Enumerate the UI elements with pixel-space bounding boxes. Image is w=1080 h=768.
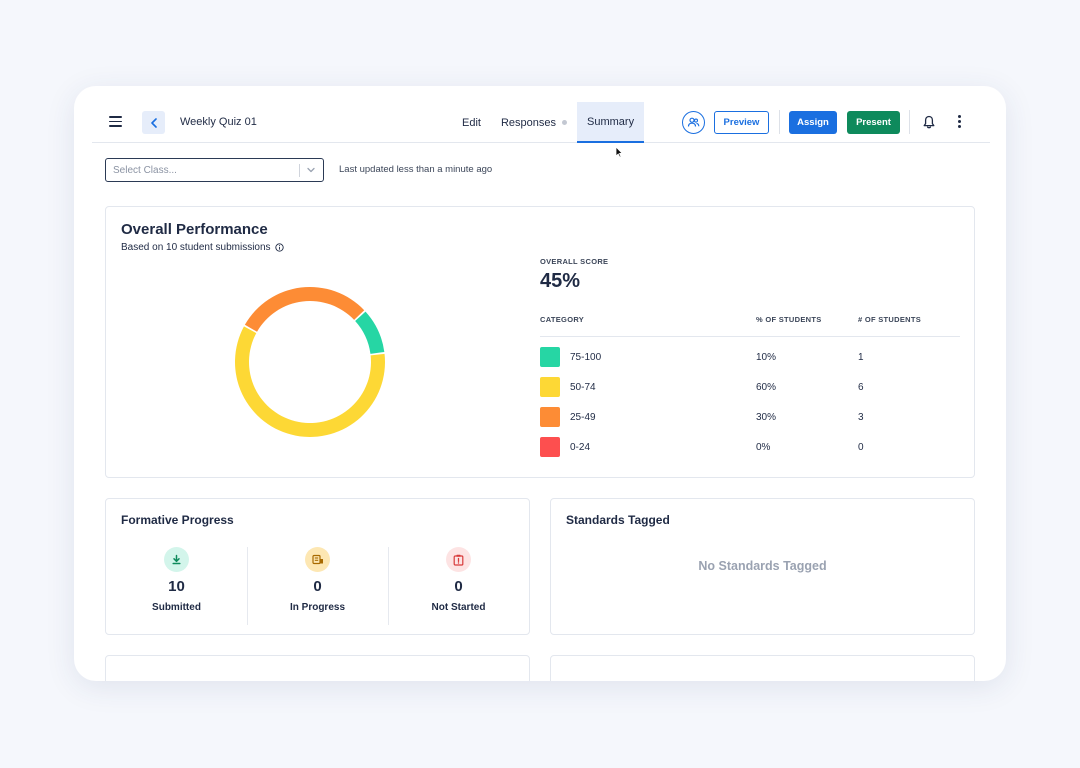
category-label: 75-100 — [570, 352, 602, 363]
category-count: 3 — [858, 412, 864, 423]
score-donut-chart — [235, 287, 385, 437]
chevron-left-icon — [150, 117, 157, 128]
people-button[interactable] — [682, 111, 705, 134]
top-bar: Weekly Quiz 01 Edit Responses Summary Pr… — [92, 102, 990, 158]
donut-slice-75-100 — [355, 311, 385, 354]
standards-tagged-card: Standards Tagged No Standards Tagged — [550, 498, 975, 635]
category-pct: 0% — [756, 442, 771, 453]
present-button[interactable]: Present — [847, 111, 900, 134]
select-class-placeholder: Select Class... — [113, 165, 177, 176]
back-button[interactable] — [142, 111, 165, 134]
hamburger-menu-icon[interactable] — [109, 116, 122, 127]
category-row: 75-100 10% 1 — [540, 347, 960, 367]
tab-bar: Edit Responses Summary — [452, 102, 645, 143]
category-pct: 60% — [756, 382, 777, 393]
no-standards-message: No Standards Tagged — [698, 559, 827, 573]
stat-divider — [247, 547, 248, 625]
clipboard-list-icon — [305, 547, 330, 572]
stat-not-started: 0 Not Started — [388, 544, 529, 624]
standards-tagged-title: Standards Tagged — [566, 513, 670, 527]
column-header-pct-students: % OF STUDENTS — [756, 315, 822, 324]
kebab-menu-icon[interactable] — [958, 115, 962, 130]
category-row: 50-74 60% 6 — [540, 377, 960, 397]
stat-in-progress: 0 In Progress — [247, 544, 388, 624]
stat-submitted: 10 Submitted — [106, 544, 247, 624]
tab-summary[interactable]: Summary — [577, 102, 645, 143]
donut-slice-25-49 — [244, 287, 365, 332]
next-card-peek — [550, 655, 975, 681]
tab-edit-label: Edit — [462, 116, 481, 129]
overall-score-label: OVERALL SCORE — [540, 257, 609, 266]
category-count: 6 — [858, 382, 864, 393]
alert-clipboard-icon — [446, 547, 471, 572]
stat-value: 0 — [454, 578, 463, 595]
download-icon — [164, 547, 189, 572]
category-count: 1 — [858, 352, 864, 363]
category-pct: 10% — [756, 352, 777, 363]
overall-performance-title: Overall Performance — [121, 221, 268, 238]
header-divider — [779, 110, 780, 134]
formative-progress-card: Formative Progress 10 Submitted 0 In Pro… — [105, 498, 530, 635]
category-swatch — [540, 407, 560, 427]
stat-label: Not Started — [431, 602, 486, 613]
stat-value: 0 — [313, 578, 322, 595]
status-dot — [562, 120, 568, 125]
category-row: 25-49 30% 3 — [540, 407, 960, 427]
category-label: 0-24 — [570, 442, 591, 453]
next-card-peek — [105, 655, 530, 681]
category-label: 50-74 — [570, 382, 596, 393]
chevron-down-icon — [307, 167, 315, 173]
info-icon[interactable] — [274, 243, 284, 252]
app-window: Weekly Quiz 01 Edit Responses Summary Pr… — [74, 86, 1006, 681]
overall-performance-subtitle: Based on 10 student submissions — [121, 242, 284, 253]
last-updated-text: Last updated less than a minute ago — [339, 164, 493, 175]
select-divider — [299, 164, 300, 177]
tab-summary-label: Summary — [587, 115, 635, 128]
category-count: 0 — [858, 442, 864, 453]
table-header-rule — [540, 336, 960, 337]
category-swatch — [540, 437, 560, 457]
stat-label: In Progress — [289, 602, 346, 613]
select-class-dropdown[interactable]: Select Class... — [105, 158, 324, 182]
stat-label: Submitted — [152, 602, 201, 613]
donut-slice-50-74 — [235, 326, 385, 437]
tab-responses-label: Responses — [500, 116, 557, 129]
quiz-title: Weekly Quiz 01 — [180, 116, 257, 128]
formative-progress-title: Formative Progress — [121, 513, 234, 527]
column-header-num-students: # OF STUDENTS — [858, 315, 922, 324]
category-swatch — [540, 347, 560, 367]
stat-divider — [388, 547, 389, 625]
tab-edit[interactable]: Edit — [452, 102, 491, 143]
overall-score-value: 45% — [540, 270, 581, 292]
submissions-text: Based on 10 student submissions — [121, 242, 271, 253]
assign-button[interactable]: Assign — [789, 111, 837, 134]
category-label: 25-49 — [570, 412, 596, 423]
people-icon — [687, 117, 700, 127]
category-row: 0-24 0% 0 — [540, 437, 960, 457]
overall-performance-card: Overall Performance Based on 10 student … — [105, 206, 975, 478]
bell-icon[interactable] — [923, 115, 935, 129]
header-divider — [909, 110, 910, 134]
tab-responses[interactable]: Responses — [491, 102, 577, 143]
stat-value: 10 — [168, 578, 185, 595]
category-pct: 30% — [756, 412, 777, 423]
preview-button[interactable]: Preview — [714, 111, 769, 134]
mouse-cursor-icon — [615, 146, 623, 158]
category-swatch — [540, 377, 560, 397]
column-header-category: CATEGORY — [540, 315, 585, 324]
